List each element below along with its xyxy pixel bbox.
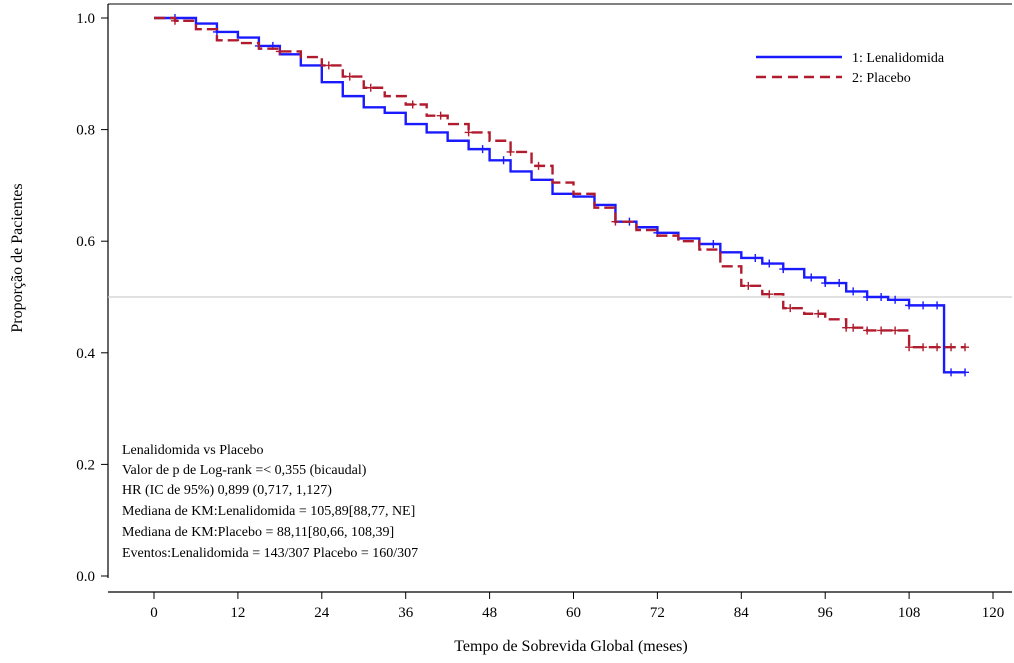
censor-mark-placebo	[765, 290, 774, 299]
annotation-line-2: Valor de p de Log-rank =< 0,355 (bicauda…	[122, 463, 367, 478]
censor-mark-placebo	[863, 326, 872, 335]
censor-mark-placebo	[506, 147, 515, 156]
x-tick-label: 0	[150, 605, 158, 621]
censor-mark-placebo	[744, 281, 753, 290]
censor-mark-placebo	[534, 161, 543, 170]
censor-mark-placebo	[877, 326, 886, 335]
x-tick-label: 96	[818, 605, 834, 621]
y-tick-label: 0.6	[76, 234, 95, 250]
censor-mark-placebo	[905, 343, 914, 352]
series-lenalidomida-line	[154, 16, 966, 374]
statistics-annotation: Lenalidomida vs Placebo Valor de p de Lo…	[122, 443, 418, 561]
censor-mark-lenalidomida	[905, 301, 914, 310]
x-tick-label: 120	[982, 605, 1005, 621]
censor-mark-placebo	[849, 323, 858, 332]
annotation-line-4: Mediana de KM:Lenalidomida = 105,89[88,7…	[122, 504, 415, 519]
x-tick-label: 36	[398, 605, 414, 621]
legend-label-placebo: 2: Placebo	[852, 71, 911, 86]
y-tick-label: 0.2	[76, 457, 95, 473]
censor-mark-lenalidomida	[919, 301, 928, 310]
annotation-line-1: Lenalidomida vs Placebo	[122, 443, 264, 458]
censor-mark-lenalidomida	[765, 259, 774, 268]
censor-mark-lenalidomida	[821, 279, 830, 288]
censor-mark-placebo	[324, 61, 333, 70]
censor-mark-placebo	[814, 309, 823, 318]
censor-mark-lenalidomida	[499, 156, 508, 165]
censor-mark-lenalidomida	[849, 287, 858, 296]
censor-mark-lenalidomida	[947, 368, 956, 377]
series-layer	[154, 14, 970, 377]
censor-mark-placebo	[786, 304, 795, 313]
x-tick-label: 108	[898, 605, 921, 621]
censor-mark-lenalidomida	[807, 273, 816, 282]
censor-mark-placebo	[961, 343, 970, 352]
censor-mark-lenalidomida	[835, 279, 844, 288]
annotation-line-5: Mediana de KM:Placebo = 88,11[80,66, 108…	[122, 525, 394, 540]
censor-mark-placebo	[275, 47, 284, 56]
y-tick-label: 0.0	[76, 569, 95, 585]
censor-mark-placebo	[919, 343, 928, 352]
annotation-line-3: HR (IC de 95%) 0,899 (0,717, 1,127)	[122, 483, 332, 498]
censor-mark-placebo	[611, 217, 620, 226]
censor-mark-placebo	[345, 72, 354, 81]
legend: 1: Lenalidomida 2: Placebo	[756, 51, 945, 86]
censor-mark-placebo	[170, 16, 179, 25]
censor-mark-placebo	[366, 83, 375, 92]
censor-mark-placebo	[842, 323, 851, 332]
y-axis-title: Proporção de Pacientes	[9, 183, 26, 332]
censor-mark-placebo	[436, 111, 445, 120]
censor-mark-placebo	[464, 128, 473, 137]
x-tick-label: 84	[734, 605, 750, 621]
censor-mark-lenalidomida	[478, 145, 487, 154]
censor-mark-lenalidomida	[961, 368, 970, 377]
y-tick-label: 0.4	[76, 346, 95, 362]
censor-mark-placebo	[933, 343, 942, 352]
censor-mark-placebo	[947, 343, 956, 352]
censor-mark-lenalidomida	[863, 293, 872, 301]
annotation-line-6: Eventos:Lenalidomida = 143/307 Placebo =…	[122, 546, 418, 561]
censor-mark-lenalidomida	[891, 295, 900, 304]
y-tick-label: 0.8	[76, 123, 95, 139]
x-tick-label: 60	[566, 605, 581, 621]
censor-mark-lenalidomida	[709, 239, 718, 248]
y-tick-label: 1.0	[76, 11, 95, 27]
x-axis-ticks: 0 12 24 36 48 60 72 84 96 108 120	[150, 592, 1004, 621]
x-tick-label: 72	[650, 605, 665, 621]
censor-mark-placebo	[891, 326, 900, 335]
y-axis-ticks: 0.0 0.2 0.4 0.6 0.8 1.0	[76, 11, 108, 585]
series-placebo-line	[154, 16, 966, 349]
x-tick-label: 48	[482, 605, 497, 621]
x-tick-label: 12	[230, 605, 245, 621]
x-axis-title: Tempo de Sobrevida Global (meses)	[454, 638, 687, 655]
censor-mark-lenalidomida	[877, 293, 886, 301]
censor-mark-lenalidomida	[751, 253, 760, 262]
legend-label-lenalidomida: 1: Lenalidomida	[852, 51, 945, 66]
censor-mark-lenalidomida	[779, 265, 788, 274]
censor-mark-lenalidomida	[933, 301, 942, 310]
x-tick-label: 24	[314, 605, 330, 621]
censor-mark-placebo	[408, 100, 417, 109]
